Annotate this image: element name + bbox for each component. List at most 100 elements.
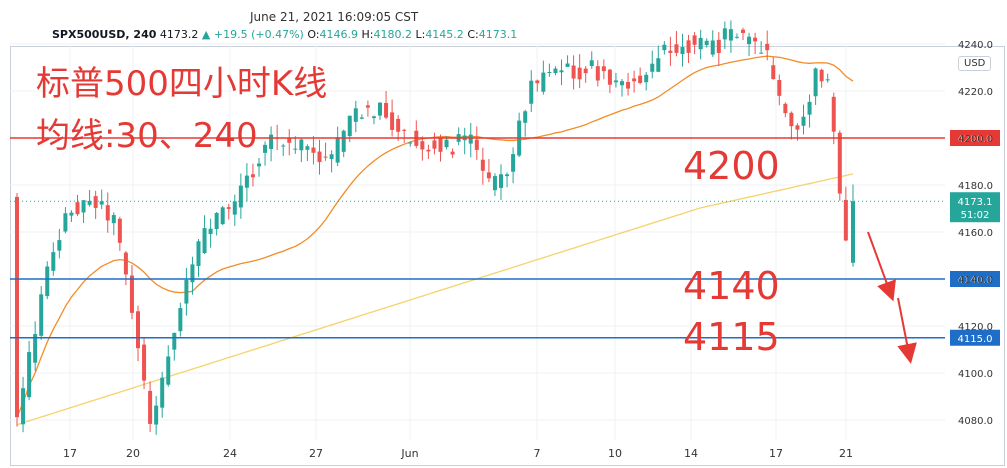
candle-body [27, 352, 32, 398]
candle-body [263, 144, 268, 153]
candle-body [444, 139, 449, 148]
y-tick-label: 4120.0 [958, 322, 993, 333]
candle-body [559, 70, 564, 73]
candle-body [220, 207, 225, 225]
candle-body [759, 52, 764, 54]
candle-body [613, 80, 618, 83]
candle-body [323, 156, 328, 158]
countdown-label: 51:02 [961, 210, 990, 221]
candle-body [432, 140, 437, 149]
price-line-label: 4200.0 [958, 134, 993, 145]
candle-body [795, 125, 800, 130]
candle-body [620, 81, 624, 86]
last-price-tag [950, 192, 1000, 223]
candle-body [317, 151, 322, 163]
candle-body [680, 47, 685, 55]
candle-body [353, 108, 358, 122]
candle-body [257, 163, 261, 167]
candle-body [293, 148, 298, 150]
candle-body [638, 75, 643, 84]
candle-body [196, 241, 201, 267]
candle-body [813, 68, 818, 97]
candle-body [632, 78, 637, 82]
open-label: O: [307, 28, 320, 41]
price-line-label: 4140.0 [958, 275, 993, 286]
candle-body [547, 71, 552, 73]
candle-body [807, 101, 812, 115]
candle-body [15, 196, 19, 418]
level-4140-annotation: 4140 [683, 264, 780, 308]
candle-body [529, 80, 534, 104]
high-value: 4180.2 [373, 28, 412, 41]
candle-body [214, 213, 219, 230]
level-4200-annotation: 4200 [683, 144, 780, 188]
y-axis[interactable]: 4080.0 4100.0 4120.0 4140.0 4160.0 4180.0 4200… [958, 40, 993, 427]
ohlc-legend: SPX500USD, 240 4173.2 ▲ +19.5 (+0.47%) O… [52, 28, 517, 41]
candle-body [299, 139, 304, 151]
x-axis[interactable]: 17 20 24 27 Jun 7 10 14 17 21 [63, 447, 853, 460]
candle-body [837, 132, 842, 194]
candles [15, 20, 855, 435]
candle-body [577, 67, 582, 80]
candle-body [178, 308, 183, 332]
ma240-line [16, 173, 854, 426]
candle-body [801, 116, 806, 126]
candle-body [420, 141, 425, 150]
candle-body [565, 63, 570, 67]
x-tick-label: 24 [223, 447, 237, 460]
candle-body [142, 344, 147, 381]
candle-body [250, 174, 255, 178]
candle-body [99, 201, 104, 205]
candle-body [843, 199, 848, 241]
x-tick-label: 17 [63, 447, 77, 460]
candle-body [136, 311, 140, 349]
change-value: +19.5 (+0.47%) [213, 28, 304, 41]
candle-body [753, 37, 758, 42]
candle-body [583, 68, 588, 74]
top-datetime: June 21, 2021 16:09:05 CST [250, 10, 419, 24]
candle-body [238, 185, 243, 208]
candle-body [468, 134, 473, 144]
candle-body [311, 147, 316, 153]
candle-body [93, 196, 98, 208]
candle-body [75, 202, 80, 215]
candle-body [244, 175, 249, 188]
candle-body [722, 28, 727, 40]
candle-body [656, 58, 661, 72]
x-tick-label: 14 [684, 447, 698, 460]
candle-body [105, 205, 110, 221]
candle-body [607, 69, 612, 85]
candle-body [87, 200, 92, 205]
candle-body [668, 50, 673, 53]
candle-body [359, 117, 364, 119]
candle-body [474, 139, 479, 150]
candle-body [650, 63, 655, 72]
currency-selector[interactable]: USD [958, 56, 992, 71]
candle-body [741, 29, 745, 34]
y-tick-label: 4140.0 [958, 275, 993, 286]
candle-body [819, 69, 824, 82]
symbol-label[interactable]: SPX500USD, 240 [52, 28, 157, 41]
candle-body [202, 228, 207, 254]
candle-body [232, 201, 237, 215]
candle-body [208, 228, 213, 235]
candle-body [117, 218, 122, 243]
candle-body [45, 266, 50, 297]
x-tick-label: Jun [400, 447, 418, 460]
candle-body [184, 279, 189, 304]
candle-body [21, 388, 26, 425]
low-label: L: [415, 28, 426, 41]
ma240-path [16, 173, 854, 426]
candle-body [535, 80, 540, 84]
x-tick-label: 7 [534, 447, 541, 460]
candle-body [728, 29, 733, 41]
arrow-2 [897, 297, 917, 364]
chart-frame[interactable] [10, 46, 1005, 466]
price-levels: 4200.0 4140.0 4115.0 4173.1 51:02 [10, 130, 1000, 346]
arrow-1 [867, 231, 896, 302]
candle-body [190, 264, 195, 283]
candle-body [63, 213, 68, 232]
candle-body [269, 134, 274, 149]
candle-body [438, 137, 443, 152]
